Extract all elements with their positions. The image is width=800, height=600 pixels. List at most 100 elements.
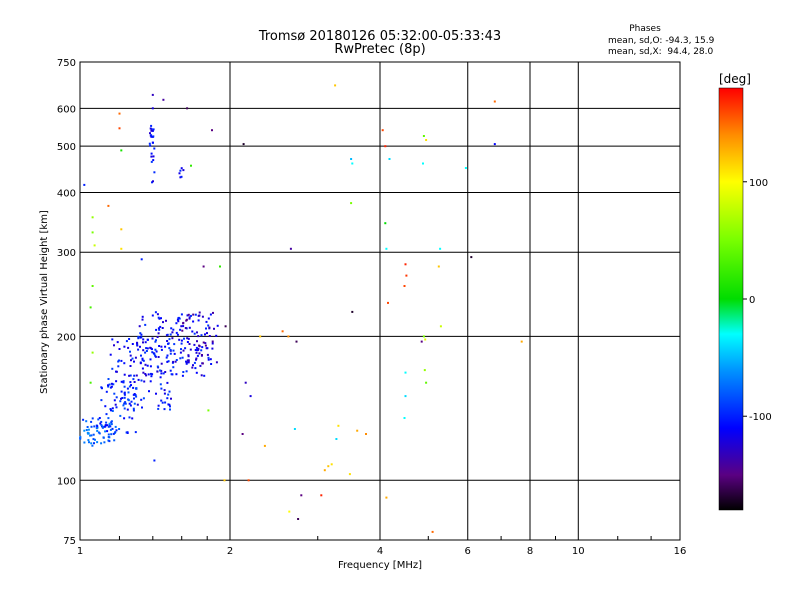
data-point — [142, 359, 145, 362]
data-point — [145, 347, 148, 350]
data-point — [431, 530, 434, 533]
data-point — [150, 372, 152, 375]
data-point — [133, 381, 136, 383]
data-point — [197, 347, 200, 350]
data-point — [96, 429, 99, 432]
data-point — [425, 139, 428, 141]
data-point — [206, 347, 209, 350]
data-point — [101, 425, 103, 428]
data-point — [153, 171, 156, 174]
data-point — [109, 353, 112, 356]
data-point — [149, 127, 152, 130]
data-point — [196, 354, 199, 357]
data-point — [107, 433, 110, 436]
data-point — [157, 407, 160, 410]
data-point — [187, 313, 190, 316]
data-point — [247, 479, 250, 482]
data-point — [115, 429, 118, 432]
data-point — [127, 399, 130, 402]
data-point — [141, 358, 144, 361]
data-point — [169, 333, 172, 336]
data-point — [180, 339, 183, 342]
data-point — [107, 436, 110, 438]
data-point — [242, 143, 245, 146]
data-point — [204, 333, 206, 336]
data-point — [207, 324, 210, 327]
data-point — [91, 444, 94, 447]
data-point — [91, 417, 94, 420]
data-point — [249, 395, 252, 398]
data-point — [87, 439, 90, 442]
data-point — [157, 404, 160, 407]
data-point — [135, 395, 138, 398]
data-point — [120, 359, 123, 362]
data-point — [110, 420, 113, 423]
data-point — [425, 381, 428, 384]
x-tick-label: 10 — [572, 546, 585, 557]
data-point — [113, 399, 116, 402]
data-point — [140, 354, 142, 357]
data-point — [493, 100, 496, 103]
data-point — [139, 362, 142, 365]
data-point — [120, 390, 123, 393]
data-point — [117, 365, 120, 368]
data-point — [166, 360, 169, 363]
data-point — [180, 175, 183, 178]
data-point — [188, 317, 191, 320]
data-point — [207, 317, 210, 320]
data-point — [116, 341, 119, 344]
data-point — [123, 417, 126, 420]
data-point — [177, 320, 180, 323]
data-point — [404, 263, 407, 266]
data-point — [115, 370, 118, 373]
data-point — [335, 438, 338, 440]
stats-line-o: mean, sd,O: -94.3, 15.9 — [608, 36, 715, 46]
data-point — [102, 425, 105, 428]
data-point — [144, 363, 147, 366]
data-point — [158, 328, 161, 331]
data-point — [439, 325, 442, 328]
data-point — [154, 348, 157, 351]
data-point — [350, 202, 353, 205]
data-point — [150, 375, 153, 378]
y-tick-label: 750 — [57, 58, 76, 69]
stats-header: Phases — [629, 24, 661, 34]
data-point — [91, 216, 94, 219]
data-point — [120, 247, 123, 250]
data-point — [90, 442, 93, 445]
data-point — [520, 340, 523, 343]
data-point — [132, 407, 135, 410]
data-point — [152, 155, 155, 158]
data-point — [133, 402, 136, 405]
data-point — [96, 441, 99, 444]
data-point — [201, 362, 204, 365]
data-point — [128, 416, 131, 419]
data-point — [148, 390, 150, 393]
data-point — [118, 348, 121, 350]
data-point — [113, 439, 116, 442]
data-point — [110, 423, 113, 426]
data-point — [327, 465, 330, 468]
data-point — [134, 431, 137, 434]
data-point — [101, 387, 103, 390]
data-point — [155, 350, 158, 353]
data-point — [186, 341, 189, 343]
data-point — [159, 376, 162, 379]
data-point — [210, 363, 213, 365]
y-tick-label: 600 — [57, 104, 76, 115]
data-point — [111, 407, 114, 410]
data-point — [197, 335, 200, 338]
data-point — [170, 373, 173, 376]
data-point — [204, 344, 207, 347]
data-point — [162, 321, 164, 324]
data-point — [158, 345, 161, 347]
data-point — [82, 418, 85, 421]
data-point — [365, 433, 367, 435]
data-point — [142, 341, 144, 344]
data-point — [85, 420, 88, 423]
data-point — [107, 417, 110, 420]
data-point — [123, 373, 126, 376]
data-point — [150, 135, 153, 138]
data-point — [422, 135, 425, 137]
data-point — [190, 164, 192, 167]
